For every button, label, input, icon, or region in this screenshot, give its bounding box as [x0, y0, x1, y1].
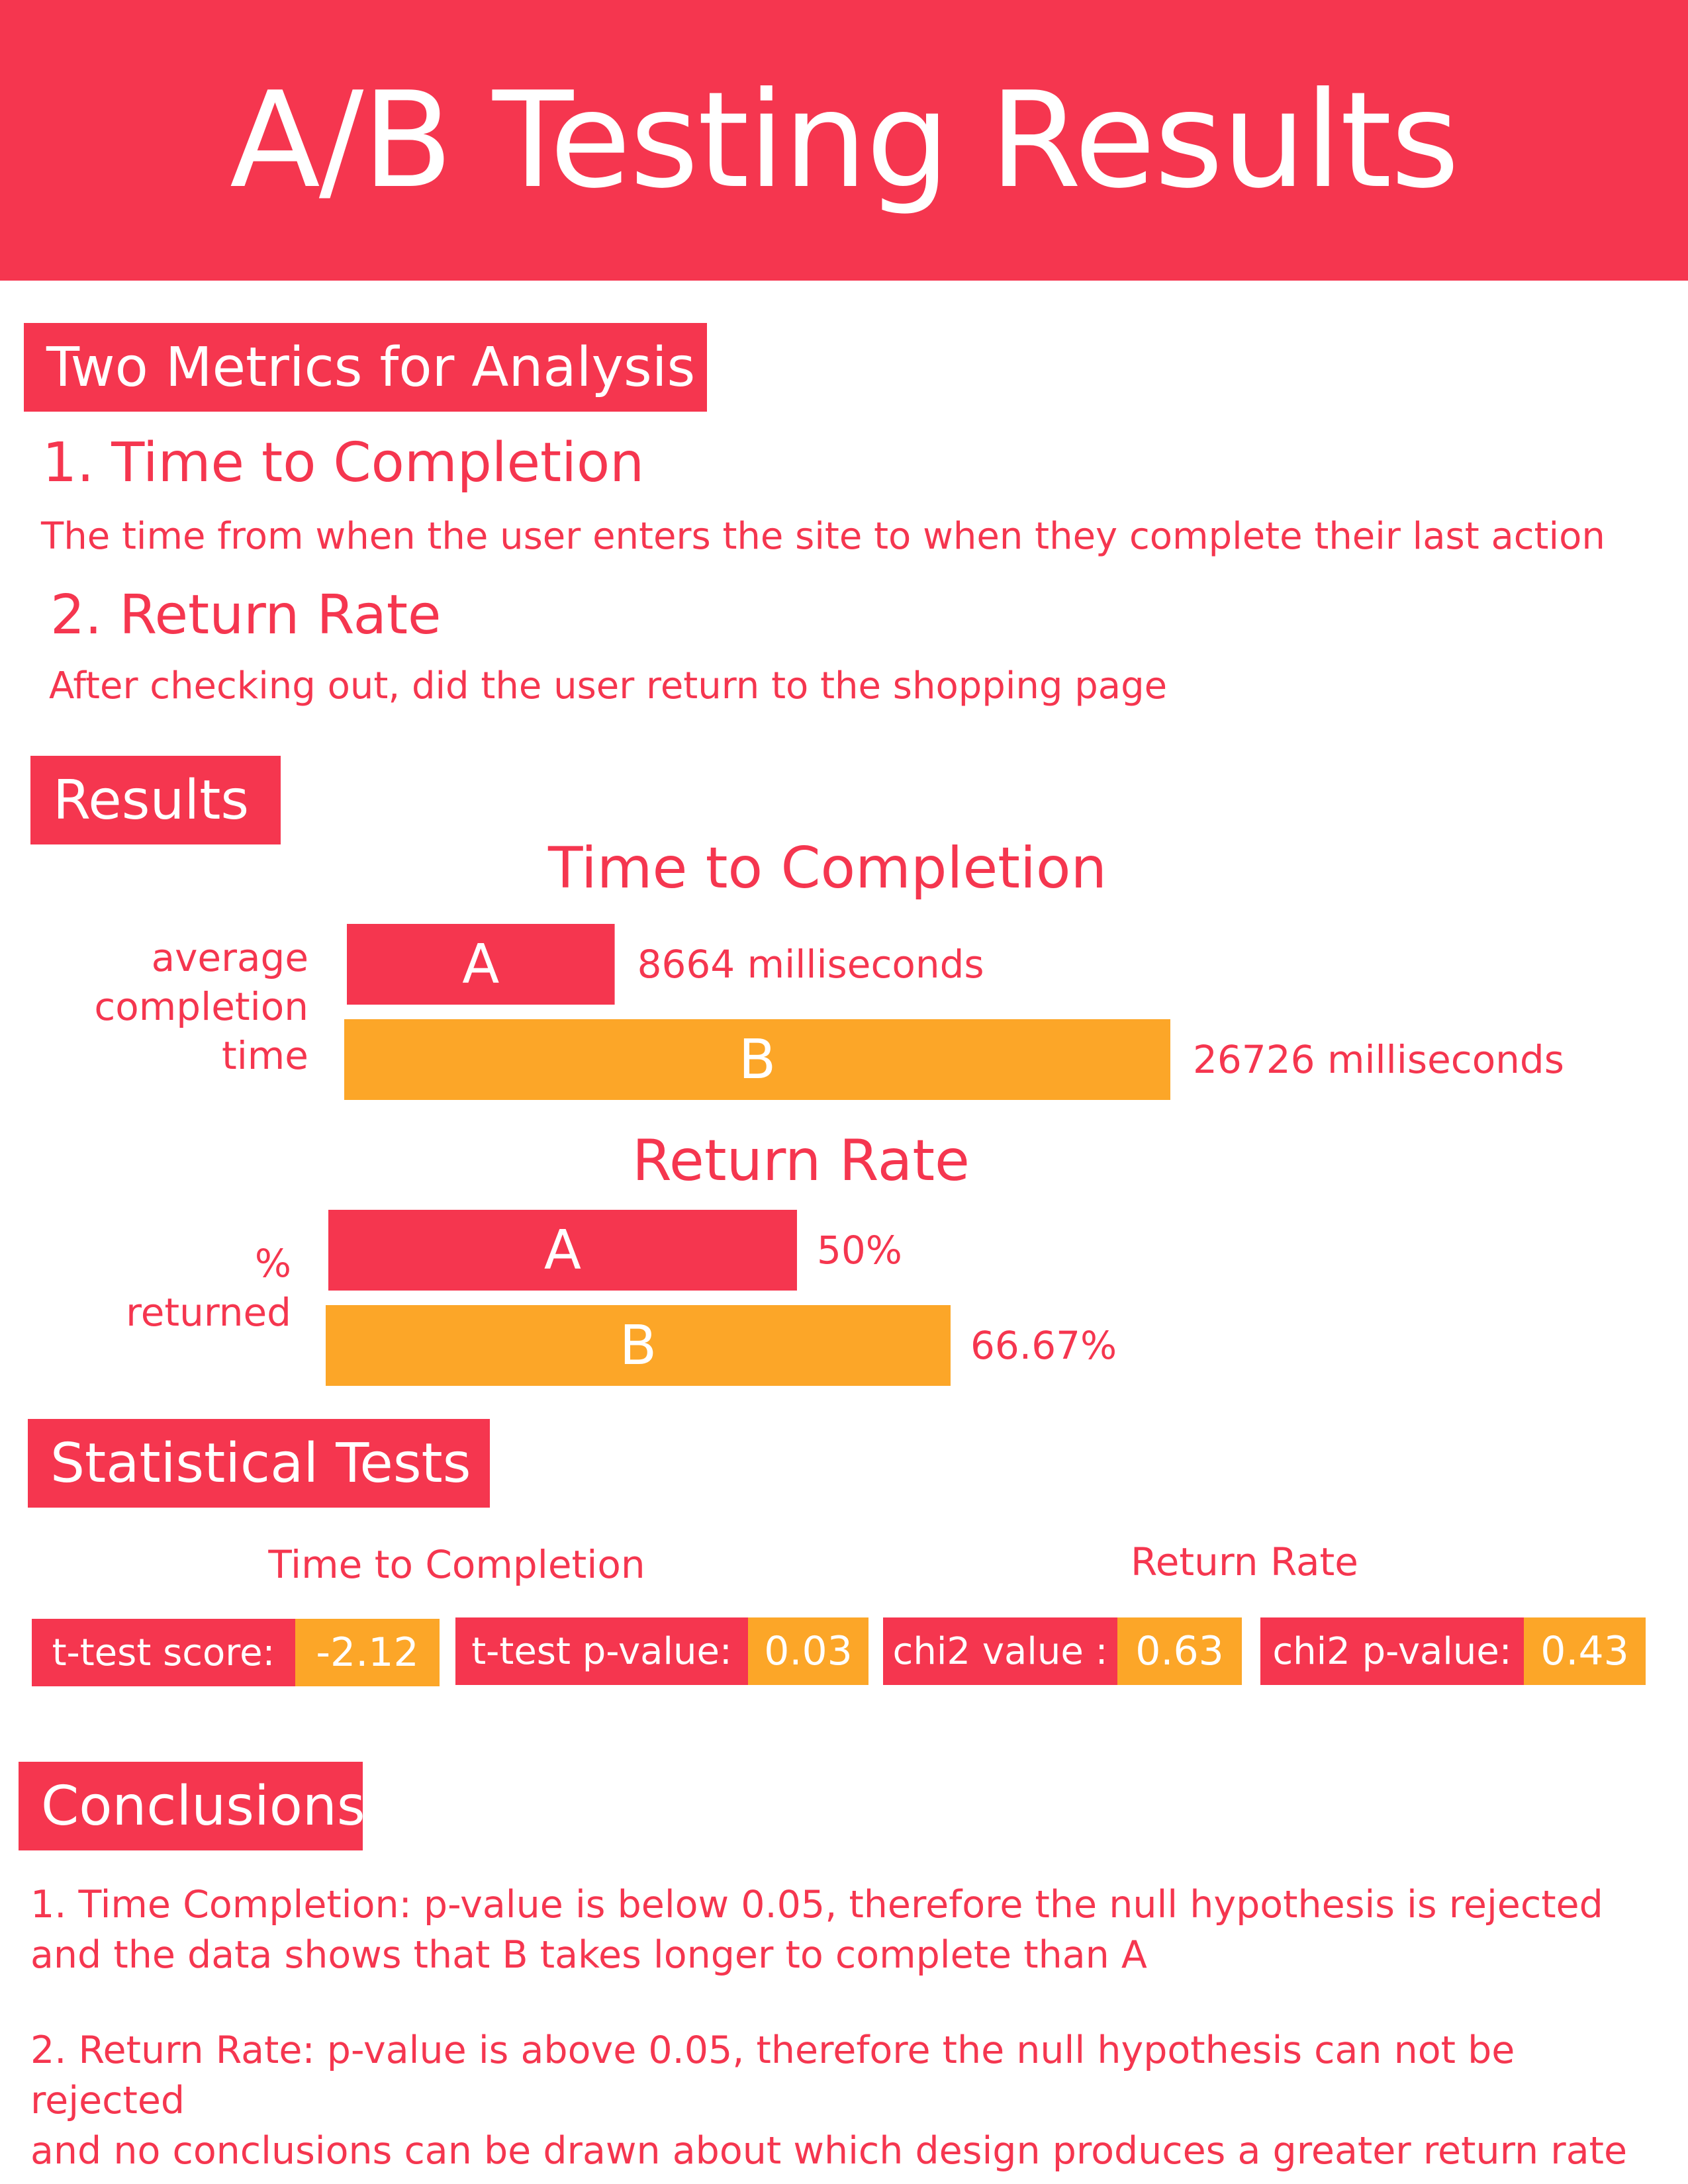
ylabel-line: average: [151, 935, 308, 980]
stat-label: chi2 value :: [883, 1617, 1117, 1685]
conclusion-line: and the data shows that B takes longer t…: [30, 1933, 1147, 1977]
page-title: A/B Testing Results: [230, 63, 1460, 218]
bar-value-label: 26726 milliseconds: [1193, 1037, 1564, 1082]
bar-b: [344, 1019, 1170, 1100]
ylabel-line: %: [254, 1241, 291, 1286]
stat-label: t-test p-value:: [455, 1617, 748, 1685]
chart-ylabel-time: average completion time: [0, 933, 308, 1080]
bar-a: [328, 1210, 797, 1291]
bar-category-label: A: [462, 933, 499, 996]
conclusion-line: 2. Return Rate: p-value is above 0.05, t…: [30, 2028, 1515, 2122]
stat-value: -2.12: [295, 1619, 440, 1686]
metric-title-return: 2. Return Rate: [50, 584, 442, 647]
stat-chi2-p-value: chi2 p-value: 0.43: [1260, 1617, 1646, 1685]
stat-t-test-p-value: t-test p-value: 0.03: [455, 1617, 868, 1685]
stat-chi2-value: chi2 value : 0.63: [883, 1617, 1242, 1685]
stats-group-time: Time to Completion: [268, 1542, 645, 1587]
metric-description-time: The time from when the user enters the s…: [41, 515, 1605, 558]
chart-title-return: Return Rate: [632, 1128, 970, 1194]
section-header-results: Results: [30, 756, 281, 844]
metric-title-time: 1. Time to Completion: [42, 432, 645, 494]
conclusion-line: 1. Time Completion: p-value is below 0.0…: [30, 1883, 1603, 1927]
section-header-stats: Statistical Tests: [28, 1419, 490, 1508]
bar-a: [347, 924, 615, 1005]
conclusion-item-time: 1. Time Completion: p-value is below 0.0…: [30, 1880, 1652, 1980]
bar-value-label: 8664 milliseconds: [637, 942, 984, 987]
section-header-metrics: Two Metrics for Analysis: [24, 323, 707, 412]
chart-time-to-completion: A 8664 milliseconds B 26726 milliseconds: [344, 924, 1564, 1100]
chart-return-rate: A 50% B 66.67%: [326, 1210, 1117, 1386]
metric-description-return: After checking out, did the user return …: [49, 664, 1168, 707]
chart-ylabel-return: % returned: [0, 1239, 291, 1337]
stat-value: 0.03: [748, 1617, 868, 1685]
bar-value-label: 50%: [817, 1228, 902, 1273]
stat-label: chi2 p-value:: [1260, 1617, 1524, 1685]
bar-category-label: B: [620, 1314, 657, 1377]
bar-b: [326, 1305, 951, 1386]
ylabel-line: time: [221, 1033, 308, 1078]
stat-value: 0.43: [1524, 1617, 1646, 1685]
section-header-conclusions: Conclusions: [19, 1762, 365, 1850]
bar-value-label: 66.67%: [970, 1323, 1117, 1368]
stat-label: t-test score:: [32, 1619, 295, 1686]
conclusion-item-return: 2. Return Rate: p-value is above 0.05, t…: [30, 2025, 1652, 2176]
ylabel-line: returned: [126, 1290, 291, 1335]
title-banner: A/B Testing Results: [0, 0, 1688, 281]
chart-title-time: Time to Completion: [547, 835, 1107, 901]
conclusion-line: and no conclusions can be drawn about wh…: [30, 2129, 1628, 2173]
stats-group-return: Return Rate: [1131, 1539, 1358, 1584]
bar-category-label: A: [544, 1219, 581, 1282]
stat-t-test-score: t-test score: -2.12: [32, 1619, 440, 1686]
stat-value: 0.63: [1117, 1617, 1242, 1685]
ylabel-line: completion: [94, 984, 308, 1029]
bar-category-label: B: [739, 1028, 776, 1091]
